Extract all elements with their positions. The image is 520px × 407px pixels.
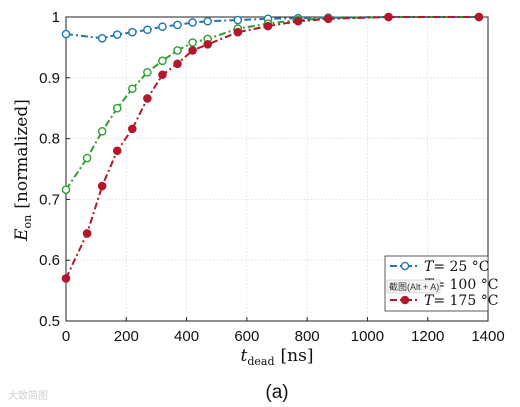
data-point [143,25,152,35]
data-point [384,12,393,22]
x-tick-label: 1200 [411,328,444,345]
axis-ticks: 0 200 400 600 800 1000 1200 1400 0.5 0.6 0.7 0.8 0.9… [39,9,505,345]
legend-entry-175c: T= 175 °C [390,293,498,309]
y-tick-label: 0.8 [39,131,60,148]
y-axis-title: Eon[normalized] [12,99,34,242]
series-3 [61,12,484,283]
series-line [65,16,479,279]
data-point [61,185,71,194]
y-tick-label: 0.6 [39,252,60,269]
data-point [82,153,92,163]
x-tick-label: 1400 [471,328,504,345]
series-layer [61,12,484,283]
plot-area [65,16,489,322]
data-point [233,27,243,37]
data-point [112,30,122,39]
data-point [112,103,122,113]
legend-label: T= 25 °C [424,259,490,275]
legend-label: T= 175 °C [424,293,498,309]
y-tick-label: 0.7 [39,191,60,208]
data-point [203,40,212,49]
watermark: 大致简图 [8,389,48,402]
legend-entry-25c: T= 25 °C [390,259,490,275]
data-point [128,27,137,37]
data-point [143,94,152,103]
y-tick-label: 0.5 [39,313,60,330]
legend-marker [400,261,410,271]
data-point [158,56,167,66]
x-tick-label: 400 [174,328,199,345]
data-point [233,15,243,25]
grid-lines [66,17,488,321]
tooltip-box [386,279,441,294]
x-tick-label: 200 [114,328,139,345]
data-point [188,18,197,27]
data-point [97,127,107,136]
legend-marker [400,295,410,305]
x-tick-label: 1000 [351,328,384,345]
tooltip-text: 截图(Alt + A) [389,281,439,292]
x-tick-label: 600 [234,328,259,345]
data-point [97,33,107,43]
data-point [293,16,303,26]
data-point [158,22,167,32]
data-point [61,29,71,39]
data-point [173,20,182,30]
y-tick-label: 1 [52,9,60,26]
data-point [128,84,137,94]
legend: T= 25 °C T= 100 °C T= 175 °C 截图(Alt + A) [384,255,498,312]
data-point [263,21,273,31]
x-tick-label: 0 [62,328,70,345]
x-tick-label: 800 [295,328,320,345]
data-point [173,59,182,69]
data-point [112,146,122,156]
data-point [188,46,197,55]
data-point [323,14,333,24]
data-point [61,274,71,283]
data-point [474,12,484,22]
figure-caption: (a) [265,382,288,403]
data-point [188,38,197,47]
data-point [203,16,212,26]
data-point [128,124,137,134]
data-point [143,68,152,77]
data-point [158,70,167,80]
data-point [97,181,107,191]
data-point [82,229,92,238]
x-axis-title: tdead [ns] [241,346,314,368]
data-point [173,46,182,55]
series-2 [61,12,484,194]
series-line [65,16,479,40]
series-line [65,16,479,191]
y-tick-label: 0.9 [39,70,60,87]
